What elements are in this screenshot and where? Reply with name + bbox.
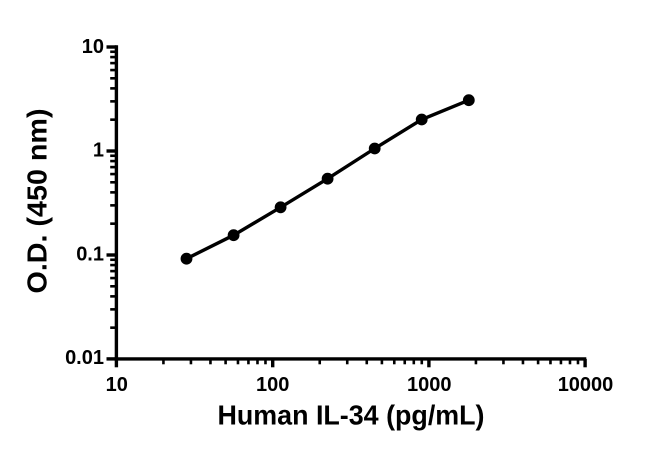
svg-text:100: 100 bbox=[256, 374, 289, 396]
svg-text:10: 10 bbox=[82, 36, 104, 58]
svg-text:0.1: 0.1 bbox=[76, 243, 104, 265]
svg-text:1000: 1000 bbox=[407, 374, 452, 396]
svg-text:1: 1 bbox=[93, 140, 104, 162]
svg-text:Human IL-34 (pg/mL): Human IL-34 (pg/mL) bbox=[218, 399, 485, 430]
svg-text:0.01: 0.01 bbox=[65, 347, 104, 369]
svg-text:10: 10 bbox=[106, 374, 128, 396]
svg-text:10000: 10000 bbox=[558, 374, 614, 396]
svg-text:O.D. (450 nm): O.D. (450 nm) bbox=[21, 108, 52, 293]
